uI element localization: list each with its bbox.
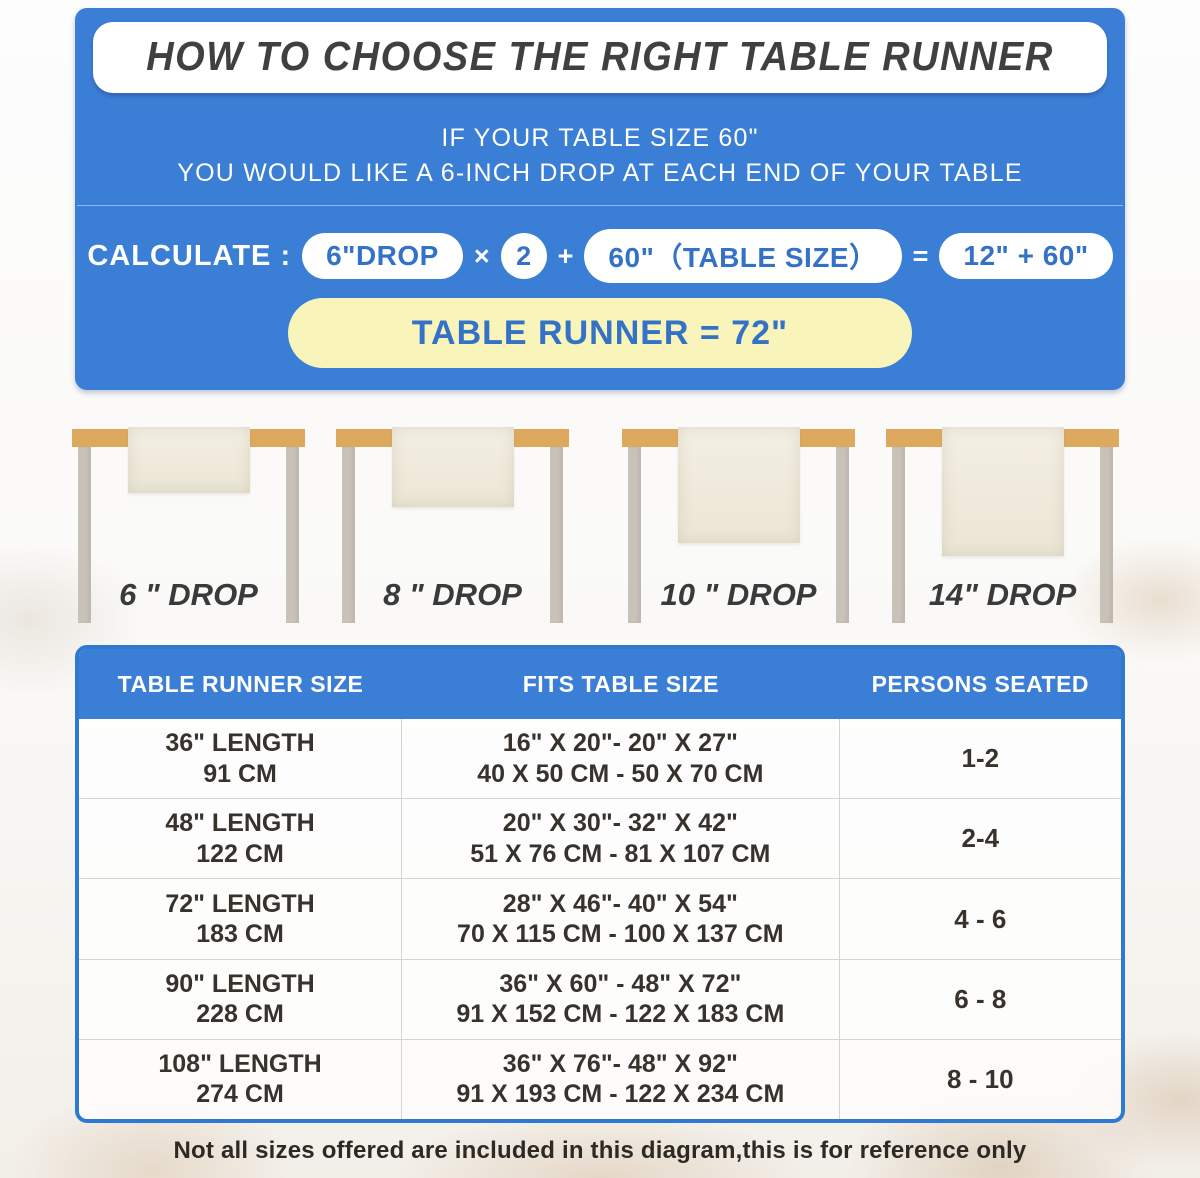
runner-cloth — [392, 427, 514, 507]
drop-diagram-8-inch: 8 " DROP — [336, 425, 569, 630]
col-header-persons: PERSONS SEATED — [871, 670, 1090, 697]
fits-size-cell: 16" X 20"- 20" X 27" 40 X 50 CM - 50 X 7… — [402, 719, 840, 799]
drop-pill: 6"DROP — [302, 233, 463, 279]
page-title: HOW TO CHOOSE THE RIGHT TABLE RUNNER — [146, 34, 1054, 80]
times-sign: × — [473, 240, 490, 271]
table-leg-left — [78, 447, 91, 623]
equals-sign: = — [912, 240, 929, 271]
drop-label: 10 " DROP — [660, 577, 817, 612]
runner-size-cell: 90" LENGTH 228 CM — [79, 959, 403, 1039]
runner-cloth — [678, 427, 800, 543]
runner-cloth — [128, 427, 250, 493]
table-row: 108" LENGTH 274 CM 36" X 76"- 48" X 92" … — [79, 1038, 1121, 1119]
table-leg-left — [342, 447, 355, 623]
runner-size-cell: 72" LENGTH 183 CM — [79, 879, 403, 959]
size-table-header: TABLE RUNNER SIZE FITS TABLE SIZE PERSON… — [79, 649, 1121, 719]
table-leg-right — [550, 447, 563, 623]
persons-cell: 8 - 10 — [947, 1063, 1014, 1094]
col-header-fits-size: FITS TABLE SIZE — [522, 670, 719, 697]
persons-cell: 1-2 — [961, 743, 1000, 774]
title-box: HOW TO CHOOSE THE RIGHT TABLE RUNNER — [93, 22, 1107, 93]
persons-cell: 4 - 6 — [954, 903, 1007, 934]
panel-divider — [77, 205, 1123, 206]
runner-cloth — [942, 427, 1064, 556]
table-leg-right — [836, 447, 849, 623]
fits-size-cell: 36" X 60" - 48" X 72" 91 X 152 CM - 122 … — [402, 959, 840, 1039]
multiplier-badge: 2 — [500, 233, 547, 279]
calculate-label: CALCULATE : — [87, 239, 292, 272]
table-leg-right — [1100, 447, 1113, 623]
persons-cell: 2-4 — [961, 823, 1000, 854]
result-banner: TABLE RUNNER = 72" — [288, 298, 912, 368]
table-leg-left — [892, 447, 905, 623]
plus-sign: + — [557, 240, 574, 271]
drop-label: 8 " DROP — [383, 577, 522, 612]
fits-size-cell: 20" X 30"- 32" X 42" 51 X 76 CM - 81 X 1… — [402, 799, 840, 879]
sum-pill: 12" + 60" — [939, 233, 1113, 279]
drop-diagram-6-inch: 6 " DROP — [72, 425, 305, 630]
footnote: Not all sizes offered are included in th… — [173, 1137, 1027, 1164]
runner-size-cell: 48" LENGTH 122 CM — [79, 799, 403, 879]
drop-label: 14" DROP — [928, 577, 1077, 612]
table-leg-right — [286, 447, 299, 623]
table-leg-left — [628, 447, 641, 623]
size-table: TABLE RUNNER SIZE FITS TABLE SIZE PERSON… — [75, 645, 1125, 1123]
intro-line-1: IF YOUR TABLE SIZE 60" — [441, 124, 759, 152]
runner-size-cell: 108" LENGTH 274 CM — [79, 1039, 403, 1119]
drop-label: 6 " DROP — [119, 577, 258, 612]
drop-diagram-14-inch: 14" DROP — [886, 425, 1119, 630]
table-size-pill: 60"（TABLE SIZE） — [584, 229, 902, 283]
calculation-row: CALCULATE : 6"DROP × 2 + 60"（TABLE SIZE）… — [75, 229, 1125, 283]
drop-diagram-10-inch: 10 " DROP — [622, 425, 855, 630]
col-header-runner-size: TABLE RUNNER SIZE — [117, 670, 364, 697]
hero-panel: HOW TO CHOOSE THE RIGHT TABLE RUNNER IF … — [75, 8, 1125, 390]
intro-line-2: YOU WOULD LIKE A 6-INCH DROP AT EACH END… — [177, 159, 1023, 187]
table-row: 72" LENGTH 183 CM 28" X 46"- 40" X 54" 7… — [79, 878, 1121, 959]
table-row: 48" LENGTH 122 CM 20" X 30"- 32" X 42" 5… — [79, 798, 1121, 879]
persons-cell: 6 - 8 — [954, 983, 1007, 1014]
fits-size-cell: 36" X 76"- 48" X 92" 91 X 193 CM - 122 X… — [402, 1039, 840, 1119]
table-row: 36" LENGTH 91 CM 16" X 20"- 20" X 27" 40… — [79, 719, 1121, 799]
size-table-body: 36" LENGTH 91 CM 16" X 20"- 20" X 27" 40… — [79, 719, 1121, 1119]
fits-size-cell: 28" X 46"- 40" X 54" 70 X 115 CM - 100 X… — [402, 879, 840, 959]
runner-size-cell: 36" LENGTH 91 CM — [79, 719, 403, 799]
table-row: 90" LENGTH 228 CM 36" X 60" - 48" X 72" … — [79, 958, 1121, 1039]
